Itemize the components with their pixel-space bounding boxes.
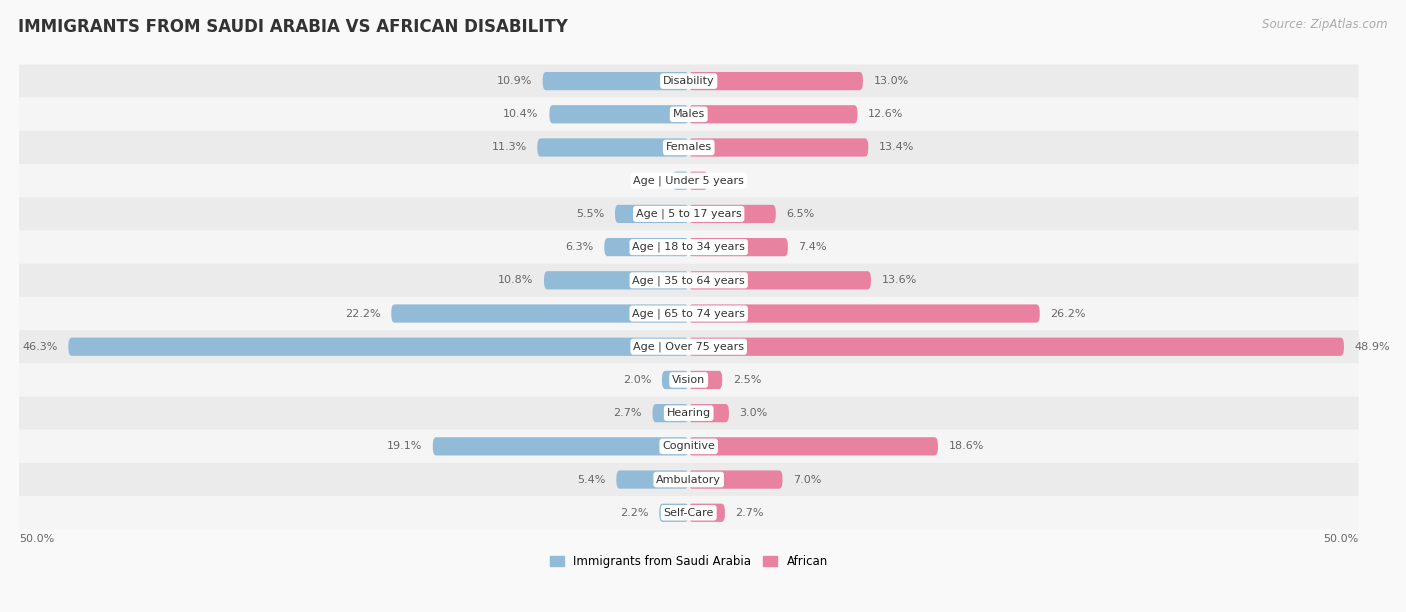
FancyBboxPatch shape (616, 471, 689, 489)
Text: Age | Under 5 years: Age | Under 5 years (633, 176, 744, 186)
Text: 1.2%: 1.2% (634, 176, 662, 185)
Text: 10.4%: 10.4% (503, 110, 538, 119)
FancyBboxPatch shape (689, 338, 1344, 356)
FancyBboxPatch shape (689, 205, 776, 223)
FancyBboxPatch shape (689, 437, 938, 455)
FancyBboxPatch shape (391, 304, 689, 323)
Text: Males: Males (672, 110, 704, 119)
FancyBboxPatch shape (689, 404, 728, 422)
FancyBboxPatch shape (543, 72, 689, 90)
Text: 46.3%: 46.3% (22, 341, 58, 352)
Text: Vision: Vision (672, 375, 706, 385)
FancyBboxPatch shape (659, 504, 689, 522)
Text: 10.9%: 10.9% (496, 76, 531, 86)
FancyBboxPatch shape (18, 430, 1358, 463)
FancyBboxPatch shape (689, 271, 870, 289)
Text: 50.0%: 50.0% (18, 534, 53, 544)
Text: 11.3%: 11.3% (491, 143, 527, 152)
FancyBboxPatch shape (689, 171, 707, 190)
Text: 50.0%: 50.0% (1323, 534, 1358, 544)
Text: 13.4%: 13.4% (879, 143, 914, 152)
FancyBboxPatch shape (18, 264, 1358, 297)
Text: 13.0%: 13.0% (873, 76, 908, 86)
FancyBboxPatch shape (18, 64, 1358, 98)
Text: 22.2%: 22.2% (344, 308, 381, 318)
Text: 13.6%: 13.6% (882, 275, 917, 285)
FancyBboxPatch shape (672, 171, 689, 190)
FancyBboxPatch shape (18, 231, 1358, 264)
FancyBboxPatch shape (18, 164, 1358, 197)
Text: 7.0%: 7.0% (793, 474, 821, 485)
FancyBboxPatch shape (18, 463, 1358, 496)
FancyBboxPatch shape (18, 330, 1358, 364)
FancyBboxPatch shape (689, 304, 1040, 323)
FancyBboxPatch shape (689, 238, 787, 256)
Text: Age | Over 75 years: Age | Over 75 years (633, 341, 744, 352)
Text: 2.7%: 2.7% (735, 508, 763, 518)
Text: 2.2%: 2.2% (620, 508, 648, 518)
FancyBboxPatch shape (433, 437, 689, 455)
FancyBboxPatch shape (18, 131, 1358, 164)
Text: 26.2%: 26.2% (1050, 308, 1085, 318)
FancyBboxPatch shape (689, 471, 783, 489)
FancyBboxPatch shape (689, 72, 863, 90)
FancyBboxPatch shape (18, 297, 1358, 330)
FancyBboxPatch shape (689, 504, 725, 522)
FancyBboxPatch shape (550, 105, 689, 124)
Text: 5.4%: 5.4% (578, 474, 606, 485)
Text: 18.6%: 18.6% (949, 441, 984, 452)
FancyBboxPatch shape (652, 404, 689, 422)
Text: Age | 65 to 74 years: Age | 65 to 74 years (633, 308, 745, 319)
FancyBboxPatch shape (69, 338, 689, 356)
Text: Females: Females (665, 143, 711, 152)
FancyBboxPatch shape (537, 138, 689, 157)
Text: 48.9%: 48.9% (1354, 341, 1391, 352)
Text: Source: ZipAtlas.com: Source: ZipAtlas.com (1263, 18, 1388, 31)
FancyBboxPatch shape (662, 371, 689, 389)
Text: Age | 18 to 34 years: Age | 18 to 34 years (633, 242, 745, 252)
Legend: Immigrants from Saudi Arabia, African: Immigrants from Saudi Arabia, African (546, 551, 832, 573)
Text: 10.8%: 10.8% (498, 275, 533, 285)
Text: 3.0%: 3.0% (740, 408, 768, 418)
FancyBboxPatch shape (689, 371, 723, 389)
Text: 19.1%: 19.1% (387, 441, 422, 452)
Text: 5.5%: 5.5% (576, 209, 605, 219)
FancyBboxPatch shape (18, 364, 1358, 397)
Text: Ambulatory: Ambulatory (657, 474, 721, 485)
Text: IMMIGRANTS FROM SAUDI ARABIA VS AFRICAN DISABILITY: IMMIGRANTS FROM SAUDI ARABIA VS AFRICAN … (18, 18, 568, 36)
FancyBboxPatch shape (18, 397, 1358, 430)
Text: 7.4%: 7.4% (799, 242, 827, 252)
Text: 12.6%: 12.6% (869, 110, 904, 119)
Text: Cognitive: Cognitive (662, 441, 716, 452)
Text: Hearing: Hearing (666, 408, 711, 418)
FancyBboxPatch shape (689, 138, 869, 157)
FancyBboxPatch shape (689, 105, 858, 124)
Text: 6.5%: 6.5% (786, 209, 814, 219)
Text: 2.7%: 2.7% (613, 408, 641, 418)
FancyBboxPatch shape (614, 205, 689, 223)
FancyBboxPatch shape (18, 98, 1358, 131)
FancyBboxPatch shape (18, 496, 1358, 529)
Text: 2.0%: 2.0% (623, 375, 651, 385)
Text: Age | 35 to 64 years: Age | 35 to 64 years (633, 275, 745, 286)
Text: Disability: Disability (662, 76, 714, 86)
FancyBboxPatch shape (605, 238, 689, 256)
FancyBboxPatch shape (544, 271, 689, 289)
Text: Age | 5 to 17 years: Age | 5 to 17 years (636, 209, 741, 219)
Text: 6.3%: 6.3% (565, 242, 593, 252)
Text: 2.5%: 2.5% (733, 375, 761, 385)
FancyBboxPatch shape (18, 197, 1358, 231)
Text: 1.4%: 1.4% (718, 176, 747, 185)
Text: Self-Care: Self-Care (664, 508, 714, 518)
